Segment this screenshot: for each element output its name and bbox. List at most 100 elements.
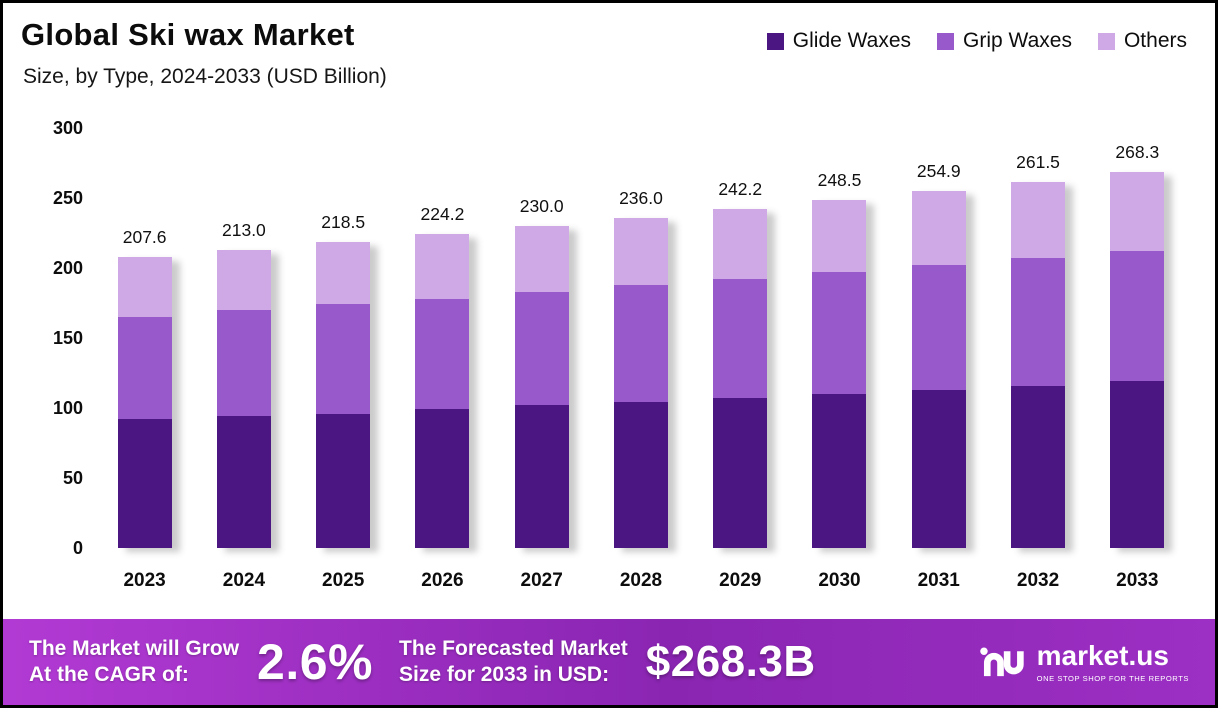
brand-tagline: ONE STOP SHOP FOR THE REPORTS <box>1036 673 1189 683</box>
bar-stack <box>911 191 966 548</box>
bar-segment-grip-waxes <box>514 291 569 406</box>
bar-stack <box>415 234 470 548</box>
legend-swatch-glide-waxes <box>766 32 784 50</box>
bar-segment-glide-waxes <box>613 402 668 548</box>
bar-segment-glide-waxes <box>514 405 569 548</box>
bar-segment-others <box>514 226 569 292</box>
bar-total-label: 254.9 <box>916 161 961 182</box>
bar-segment-glide-waxes <box>1011 385 1066 548</box>
brand-block: market.us ONE STOP SHOP FOR THE REPORTS <box>979 639 1189 683</box>
y-tick-label: 0 <box>72 538 83 558</box>
bar-segment-others <box>415 234 470 299</box>
bar-segment-grip-waxes <box>415 298 470 410</box>
bar-total-label: 207.6 <box>122 227 167 248</box>
bar-group-2028: 236.0 2028 <box>591 128 690 591</box>
x-axis-label: 2031 <box>917 570 960 591</box>
bar-group-2027: 230.0 2027 <box>492 128 591 591</box>
bar-group-2024: 213.0 2024 <box>194 128 293 591</box>
bar-group-2032: 261.5 2032 <box>988 128 1087 591</box>
x-axis-label: 2032 <box>1016 570 1060 591</box>
bar-total-label: 213.0 <box>222 219 266 240</box>
bar-total-label: 242.2 <box>718 178 763 199</box>
page-title: Global Ski wax Market <box>21 17 355 52</box>
bar-segment-others <box>117 257 172 318</box>
x-axis-label: 2027 <box>520 570 563 591</box>
forecast-value: $268.3B <box>645 637 816 686</box>
bar-segment-grip-waxes <box>911 265 966 390</box>
x-axis-label: 2033 <box>1116 570 1159 591</box>
brand-name: market.us <box>1036 639 1169 671</box>
footer-banner: The Market will Grow At the CAGR of: 2.6… <box>3 619 1215 705</box>
legend-item-others: Others <box>1097 29 1187 53</box>
bar-segment-glide-waxes <box>911 389 966 548</box>
bar-segment-glide-waxes <box>216 416 271 548</box>
bar-segment-grip-waxes <box>812 272 867 394</box>
x-axis-label: 2025 <box>322 570 365 591</box>
bar-group-2026: 224.2 2026 <box>393 128 492 591</box>
bar-group-2033: 268.3 2033 <box>1088 128 1187 591</box>
bar-segment-others <box>1011 181 1066 259</box>
x-axis-label: 2024 <box>222 570 266 591</box>
x-axis-label: 2030 <box>818 570 861 591</box>
bar-total-label: 268.3 <box>1115 142 1160 163</box>
bar-stack <box>812 200 867 548</box>
y-tick-label: 200 <box>52 258 83 278</box>
bar-segment-others <box>812 200 867 273</box>
bar-group-2031: 254.9 2031 <box>889 128 988 591</box>
stacked-bar-chart-plot-area: 207.6 2023 213.0 2024 218.5 2025 224.2 2026 230.… <box>95 128 1187 591</box>
cagr-value: 2.6% <box>257 634 374 690</box>
x-axis-label: 2023 <box>123 570 166 591</box>
bar-stack <box>1110 172 1165 548</box>
bar-segment-others <box>316 242 371 305</box>
bar-segment-grip-waxes <box>713 279 768 399</box>
bar-total-label: 218.5 <box>321 212 366 233</box>
bar-total-label: 236.0 <box>619 187 663 208</box>
bar-segment-glide-waxes <box>1110 381 1165 548</box>
legend-item-glide-waxes: Glide Waxes <box>766 29 912 53</box>
bar-total-label: 248.5 <box>817 170 862 191</box>
legend-label: Others <box>1123 29 1187 52</box>
bar-segment-glide-waxes <box>713 398 768 548</box>
bar-segment-glide-waxes <box>812 394 867 548</box>
bar-segment-glide-waxes <box>415 409 470 548</box>
bar-segment-grip-waxes <box>1011 258 1066 386</box>
y-tick-label: 50 <box>62 468 83 488</box>
forecast-label: The Forecasted Market Size for 2033 in U… <box>399 636 628 686</box>
x-axis-label: 2028 <box>619 570 663 591</box>
bar-stack <box>117 257 172 548</box>
market-us-logo <box>979 647 1024 677</box>
bar-group-2025: 218.5 2025 <box>294 128 393 591</box>
bar-segment-grip-waxes <box>216 310 271 417</box>
bar-segment-grip-waxes <box>1110 251 1165 382</box>
bar-stack <box>613 217 668 548</box>
legend-item-grip-waxes: Grip Waxes <box>937 29 1072 53</box>
y-tick-label: 300 <box>52 118 83 138</box>
legend-swatch-others <box>1097 32 1115 50</box>
bar-segment-others <box>713 208 768 280</box>
bar-stack <box>713 208 768 548</box>
legend-label: Grip Waxes <box>963 29 1072 52</box>
bar-stack <box>216 249 271 548</box>
bar-segment-others <box>1110 172 1165 252</box>
cagr-label: The Market will Grow At the CAGR of: <box>29 636 240 686</box>
bar-total-label: 230.0 <box>519 196 564 217</box>
legend-label: Glide Waxes <box>792 29 912 52</box>
legend-swatch-grip-waxes <box>937 32 955 50</box>
bar-segment-grip-waxes <box>117 317 172 420</box>
bar-total-label: 261.5 <box>1016 151 1060 172</box>
bar-group-2023: 207.6 2023 <box>95 128 194 591</box>
x-axis-label: 2029 <box>719 570 762 591</box>
bar-segment-others <box>911 191 966 266</box>
bar-segment-grip-waxes <box>316 304 371 414</box>
y-tick-label: 250 <box>52 188 83 208</box>
bar-stack <box>316 242 371 548</box>
bar-segment-grip-waxes <box>613 284 668 403</box>
bar-segment-glide-waxes <box>316 413 371 548</box>
bar-total-label: 224.2 <box>420 204 465 225</box>
bar-segment-glide-waxes <box>117 419 172 548</box>
y-tick-label: 150 <box>52 328 83 348</box>
bar-stack <box>1011 181 1066 548</box>
bar-group-2030: 248.5 2030 <box>790 128 889 591</box>
bar-segment-others <box>613 217 668 285</box>
bar-group-2029: 242.2 2029 <box>691 128 790 591</box>
